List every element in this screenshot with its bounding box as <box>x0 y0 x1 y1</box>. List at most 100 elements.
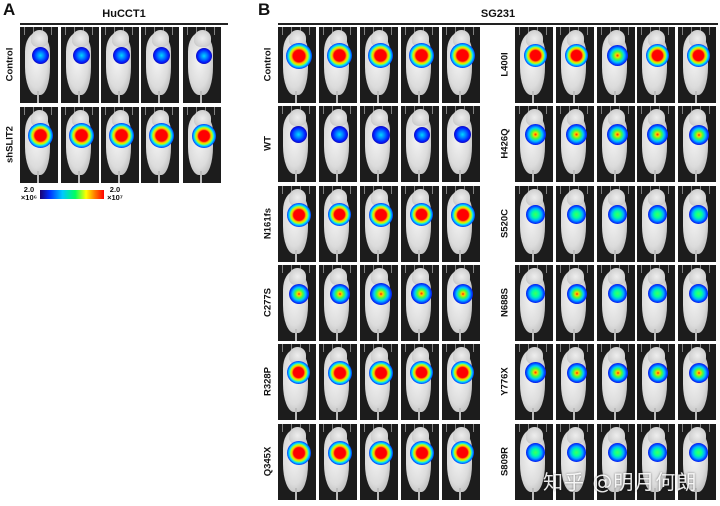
bioluminescence-signal <box>69 123 94 148</box>
mouse-head <box>329 268 348 285</box>
mouse-tail <box>335 90 338 103</box>
bioluminescence-signal <box>648 205 667 224</box>
mouse-tail <box>77 90 80 103</box>
bioluminescence-signal <box>414 127 430 143</box>
mouse-head <box>411 109 430 126</box>
bioluminescence-signal <box>567 284 587 304</box>
bioluminescence-signal <box>689 363 709 383</box>
mouse-image <box>360 344 398 420</box>
mouse-tail <box>531 407 534 420</box>
mouse-image <box>637 106 675 182</box>
bioluminescence-signal <box>153 47 170 64</box>
mouse-head <box>525 347 544 364</box>
mouse-tail <box>694 328 697 341</box>
mouse-head <box>329 109 348 126</box>
bioluminescence-signal <box>525 362 546 383</box>
mouse-image <box>442 27 480 103</box>
mouse-head <box>30 30 49 47</box>
mouse-image <box>678 106 716 182</box>
mouse-image <box>183 107 221 183</box>
mouse-image <box>556 344 594 420</box>
mouse-tail <box>613 90 616 103</box>
mouse-tail <box>36 90 39 103</box>
mouse-head <box>452 347 471 364</box>
bioluminescence-signal <box>567 363 587 383</box>
mouse-tail <box>694 407 697 420</box>
mouse-image <box>597 424 635 500</box>
bioluminescence-signal <box>451 441 474 464</box>
mouse-image <box>678 265 716 341</box>
mouse-tail <box>694 90 697 103</box>
mouse-image <box>20 107 58 183</box>
mouse-head <box>688 427 707 444</box>
row-label-shslit2: shSLIT2 <box>4 126 16 163</box>
mouse-image <box>360 106 398 182</box>
mouse-head <box>566 30 585 47</box>
mouse-head <box>688 30 707 47</box>
bioluminescence-signal <box>607 124 628 145</box>
bioluminescence-signal <box>113 47 130 64</box>
row-label-l400i: L400I <box>499 52 511 77</box>
mouse-head <box>71 30 90 47</box>
mouse-image <box>556 27 594 103</box>
mouse-image <box>61 27 99 103</box>
mouse-tail <box>613 328 616 341</box>
mouse-tail <box>376 328 379 341</box>
mouse-head <box>607 109 626 126</box>
panel-b-letter: B <box>258 0 271 19</box>
mouse-image <box>278 265 316 341</box>
mouse-image <box>278 186 316 262</box>
bioluminescence-signal <box>648 443 667 462</box>
mouse-tail <box>531 249 534 262</box>
bioluminescence-signal <box>328 361 352 385</box>
mouse-head <box>288 347 307 364</box>
mouse-image <box>278 27 316 103</box>
mouse-tail <box>417 407 420 420</box>
bioluminescence-signal <box>646 44 669 67</box>
bioluminescence-signal <box>566 124 587 145</box>
bioluminescence-signal <box>453 284 473 304</box>
panel-a-title: HuCCT1 <box>102 8 146 20</box>
bioluminescence-signal <box>287 361 310 384</box>
mouse-head <box>566 189 585 206</box>
bioluminescence-signal <box>287 441 311 465</box>
bioluminescence-signal <box>567 443 586 462</box>
mouse-image <box>401 186 439 262</box>
mouse-image <box>515 424 553 500</box>
mouse-head <box>411 268 430 285</box>
mouse-tail <box>417 328 420 341</box>
mouse-image <box>442 265 480 341</box>
row-label-n161fs: N161fs <box>262 207 274 240</box>
bioluminescence-signal <box>327 43 352 68</box>
mouse-head <box>566 427 585 444</box>
mouse-image <box>637 186 675 262</box>
mouse-tail <box>458 407 461 420</box>
mouse-head <box>688 347 707 364</box>
mouse-image <box>442 186 480 262</box>
mouse-head <box>525 109 544 126</box>
mouse-image <box>319 27 357 103</box>
mouse-head <box>566 347 585 364</box>
mouse-head <box>525 30 544 47</box>
mouse-head <box>329 427 348 444</box>
mouse-head <box>288 427 307 444</box>
mouse-tail <box>36 170 39 183</box>
bioluminescence-signal <box>330 284 350 304</box>
mouse-tail <box>694 249 697 262</box>
bioluminescence-signal <box>73 47 90 64</box>
bioluminescence-signal <box>369 203 393 227</box>
mouse-tail <box>294 90 297 103</box>
mouse-tail <box>335 407 338 420</box>
bioluminescence-signal <box>451 203 475 227</box>
mouse-tail <box>376 407 379 420</box>
mouse-head <box>411 189 430 206</box>
mouse-tail <box>376 169 379 182</box>
bioluminescence-signal <box>286 43 312 69</box>
mouse-head <box>288 268 307 285</box>
mouse-image <box>515 106 553 182</box>
mouse-image <box>637 424 675 500</box>
mouse-tail <box>572 407 575 420</box>
mouse-tail <box>294 249 297 262</box>
mouse-image <box>278 344 316 420</box>
bioluminescence-signal <box>369 361 393 385</box>
